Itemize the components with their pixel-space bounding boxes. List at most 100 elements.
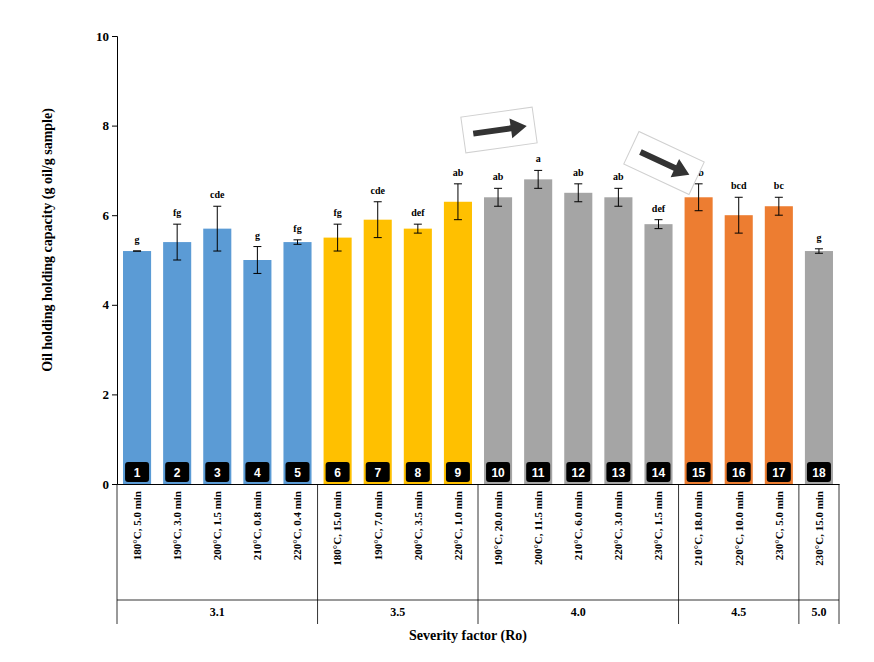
bar [765,206,793,484]
bar-id-box [165,462,189,482]
x-tick-label: 220°C, 10.0 min [733,491,745,566]
y-tick-mark [112,36,117,37]
y-axis-line [112,37,118,485]
group-label: 3.5 [390,605,405,619]
x-tick: 230°C, 15.0 min [813,484,825,566]
error-bar-cap [775,215,783,216]
bar-id: 2 [174,466,181,480]
error-bar-stem [217,206,218,251]
annotations: gfgcdegfgfgcdedefababaababdefabbcdbcg123… [125,153,831,482]
error-bar-stem [337,224,338,251]
error-bar-cap [454,219,462,220]
x-tick: 190°C, 3.0 min [171,484,183,560]
bar [564,193,592,484]
error-bar-stem [377,202,378,238]
chart: 0246810gfgcdegfgfgcdedefababaababdefabbc… [0,0,874,662]
error-bar-cap [655,228,663,229]
bar [484,197,512,484]
error-bar-stem [778,197,779,215]
y-tick-mark [112,126,117,127]
bar-id: 13 [612,466,626,480]
significance-letter: fg [293,223,301,234]
x-tick-label: 190°C, 7.0 min [372,491,384,560]
error-bar-cap [735,233,743,234]
error-bar [735,197,743,233]
significance-letter: g [816,232,821,243]
y-tick: 8 [103,118,118,133]
error-bar-cap [574,183,582,184]
error-bar [614,188,622,206]
x-tick: 220°C, 1.0 min [452,484,464,560]
bar [163,242,191,484]
x-tick: 220°C, 0.4 min [291,484,303,560]
groups: 3.13.54.04.55.0 [117,484,839,624]
error-bar-cap [454,183,462,184]
error-bar-cap [574,201,582,202]
x-tick-label: 190°C, 20.0 min [492,491,504,566]
error-bar [574,184,582,202]
error-bar [414,224,422,233]
error-bar [494,188,502,206]
bar-id: 9 [455,466,462,480]
bar-id: 3 [214,466,221,480]
x-tick: 180°C, 5.0 min [131,484,143,560]
x-tick-label: 230°C, 15.0 min [813,491,825,566]
error-bar [374,202,382,238]
error-bar-cap [334,224,342,225]
group-label: 4.0 [571,605,586,619]
error-bar-cap [815,248,823,249]
group-label: 4.5 [731,605,746,619]
error-bar-stem [257,247,258,274]
bar-id: 12 [572,466,586,480]
bar [725,215,753,484]
group-separator [678,484,679,624]
bar [324,238,352,484]
error-bar-cap [815,253,823,254]
arrow-box [461,107,537,153]
y-tick-label: 4 [103,297,110,312]
error-bar-cap [695,183,703,184]
error-bar-cap [213,206,221,207]
x-tick-label: 180°C, 5.0 min [131,491,143,560]
bar-id-box [606,462,630,482]
bar [404,229,432,484]
x-axis-title: Severity factor (Ro) [409,628,527,644]
x-axis-line [118,484,840,485]
error-bar-stem [578,184,579,202]
bar-id-box [245,462,269,482]
bar [364,220,392,484]
error-bar [173,224,181,260]
y-tick-mark [112,484,117,485]
group-separator [839,484,840,624]
significance-letter: def [411,207,425,218]
bar-id-box [767,462,791,482]
significance-letter: def [652,203,666,214]
error-bar-cap [494,206,502,207]
bar-id: 17 [772,466,786,480]
x-tick: 200°C, 1.5 min [211,484,223,560]
error-bar-cap [414,224,422,225]
bar-id-box [807,462,831,482]
error-bar-cap [494,188,502,189]
y-axis: 0246810 [96,29,118,492]
significance-letter: ab [453,167,464,178]
bar-id: 8 [414,466,421,480]
y-tick-label: 6 [103,208,110,223]
bar-id: 16 [732,466,746,480]
x-tick-label: 200°C, 1.5 min [211,491,223,560]
arrow-shape [472,116,528,143]
significance-letter: g [135,234,140,245]
error-bar [775,197,783,215]
error-bar-cap [133,251,141,252]
error-bar-cap [294,239,302,240]
error-bar-cap [655,219,663,220]
bar-id: 7 [374,466,381,480]
significance-letter: g [255,230,260,241]
error-bar-stem [738,197,739,233]
y-axis-title: Oil holding holding capacity (g oil/g sa… [40,108,56,372]
x-tick-label: 180°C, 15.0 min [331,491,343,566]
bar [444,202,472,484]
error-bar-cap [414,233,422,234]
bar-id: 10 [491,466,505,480]
x-tick-label: 190°C, 3.0 min [171,491,183,560]
